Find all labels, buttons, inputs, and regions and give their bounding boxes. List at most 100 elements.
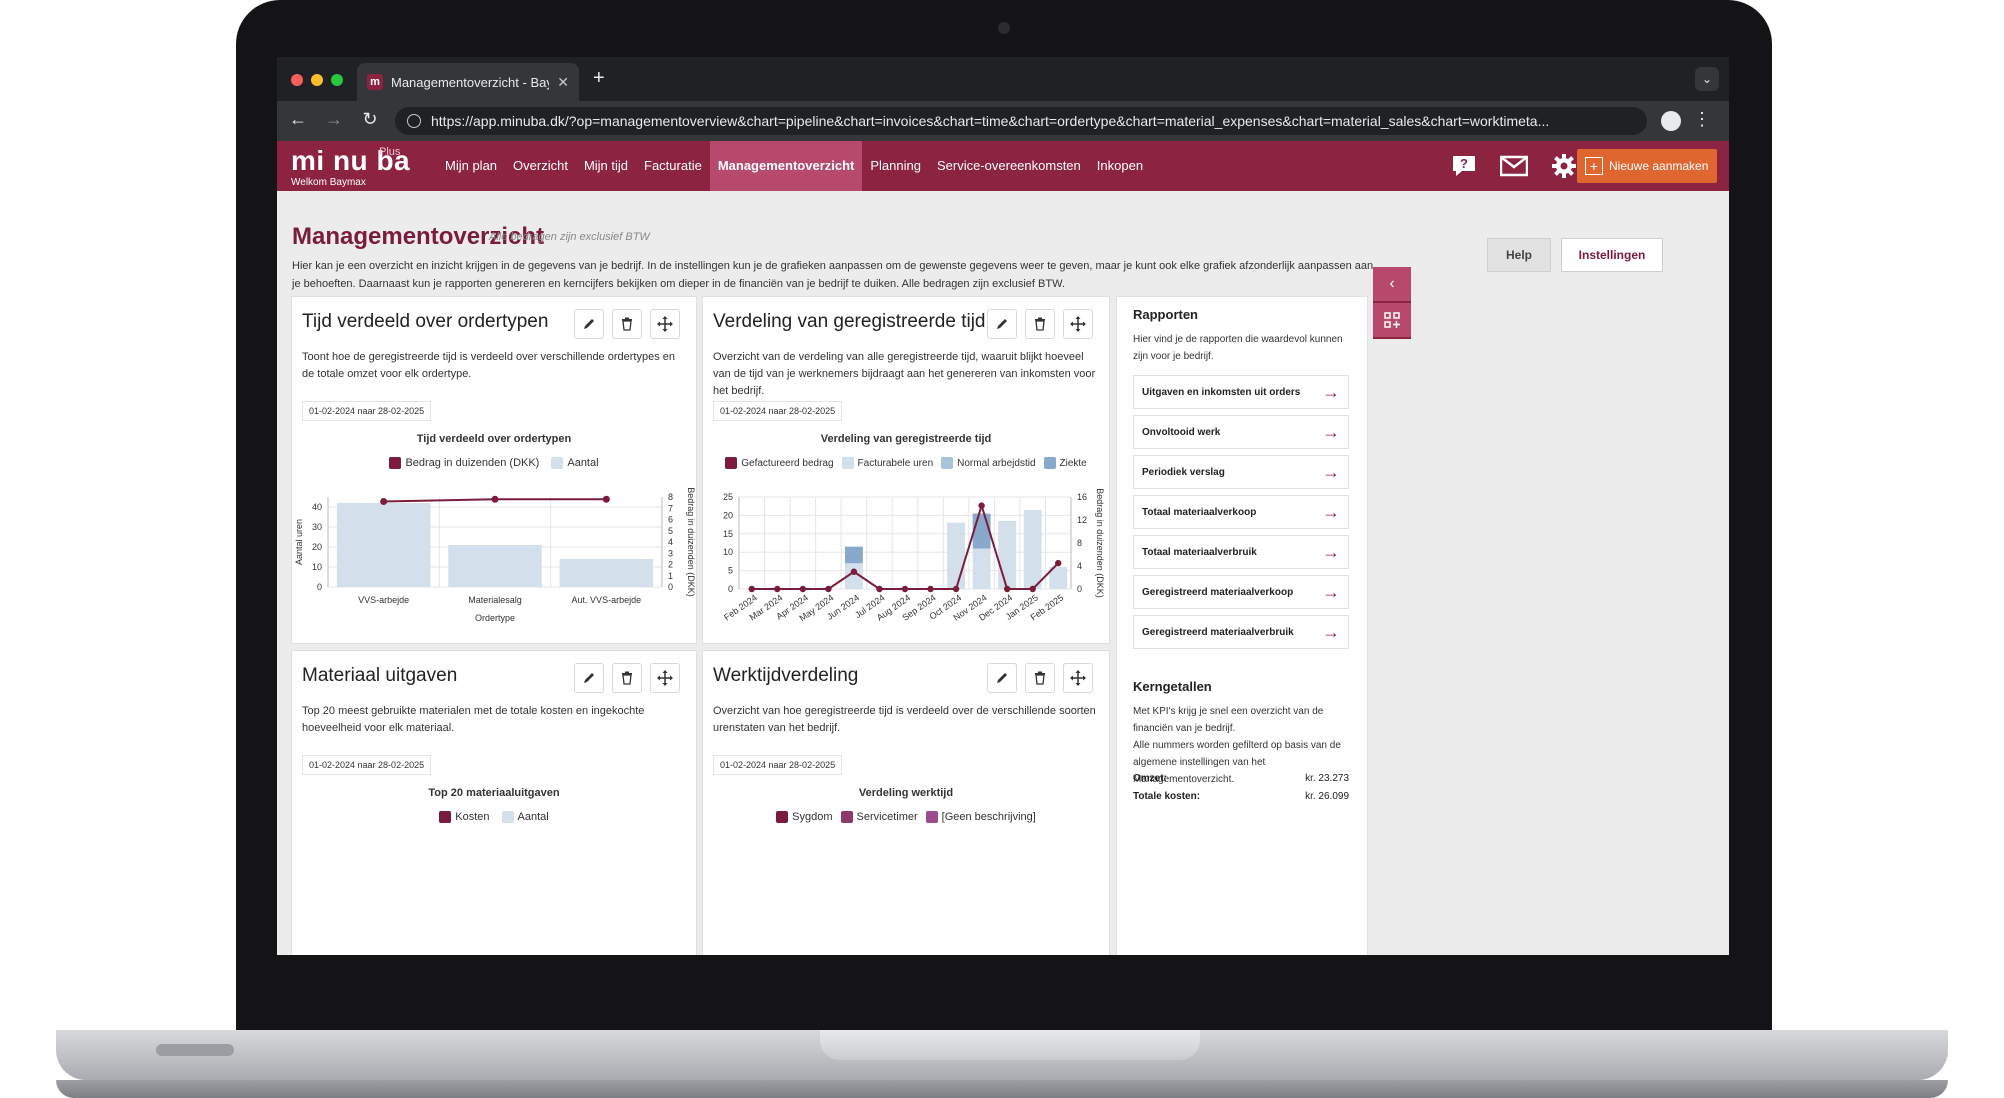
mail-icon[interactable] [1500, 153, 1528, 179]
chart-legend: Kosten Aantal [292, 811, 696, 823]
delete-button[interactable] [612, 309, 642, 339]
menu-item-facturatie[interactable]: Facturatie [644, 158, 702, 173]
date-range: 01-02-2024 naar 28-02-2025 [713, 755, 843, 775]
kpi-description: Met KPI's krijg je snel een overzicht va… [1133, 706, 1324, 734]
legend-label: Kosten [455, 811, 490, 823]
legend-item[interactable]: Aantal [501, 811, 549, 823]
add-widget-button[interactable] [1373, 303, 1411, 339]
series-point [1055, 559, 1062, 567]
series-point [825, 585, 832, 593]
menu-item-mijn-plan[interactable]: Mijn plan [445, 158, 498, 173]
maximize-window-button[interactable] [331, 74, 343, 86]
move-button[interactable] [1063, 663, 1093, 693]
browser-tab[interactable]: m Managementoverzicht - Baym ✕ [357, 63, 579, 101]
page-subtitle: Alle bedragen zijn exclusief BTW [489, 231, 650, 243]
edit-button[interactable] [987, 663, 1017, 693]
arrow-right-icon: → [1322, 501, 1340, 522]
report-item[interactable]: Uitgaven en inkomsten uit orders → [1133, 375, 1349, 409]
series-point [799, 585, 807, 593]
card-description: Top 20 meest gebruikte materialen met de… [302, 705, 645, 734]
address-bar[interactable]: https://app.minuba.dk/?op=managementover… [395, 107, 1647, 135]
move-button[interactable] [650, 663, 680, 693]
menu-item-mijn-tijd[interactable]: Mijn tijd [583, 158, 629, 173]
y-tick-label: 25 [723, 492, 733, 502]
help-icon[interactable]: ? [1450, 153, 1478, 179]
reload-icon[interactable]: ↻ [362, 109, 378, 129]
report-item[interactable]: Totaal materiaalverbruik → [1133, 535, 1349, 569]
report-item[interactable]: Totaal materiaalverkoop → [1133, 495, 1349, 529]
legend-label: Ziekte [1059, 457, 1087, 469]
card-tools [574, 309, 680, 339]
card-title: Tijd verdeeld over ordertypen [302, 311, 549, 332]
series-point [491, 495, 499, 503]
x-tick-label: VVS-arbejde [358, 595, 409, 605]
menu-item-planning[interactable]: Planning [870, 158, 921, 173]
menu-item-overzicht[interactable]: Overzicht [513, 158, 568, 173]
help-button[interactable]: Help [1487, 238, 1551, 272]
delete-button[interactable] [1025, 309, 1055, 339]
series-point [602, 495, 610, 503]
settings-button[interactable]: Instellingen [1561, 238, 1663, 272]
back-icon[interactable]: ← [289, 109, 307, 129]
legend-item[interactable]: Facturabele uren [841, 457, 933, 469]
move-button[interactable] [1063, 309, 1093, 339]
legend-item[interactable]: Gefactureerd bedrag [725, 457, 834, 469]
report-item[interactable]: Onvoltooid werk → [1133, 415, 1349, 449]
kpi-label: Totale kosten: [1133, 791, 1201, 802]
menu-item-managementoverzicht[interactable]: Managementoverzicht [709, 141, 863, 191]
legend-item[interactable]: [Geen beschrijving] [925, 811, 1036, 823]
chevron-left-icon: ‹ [1389, 275, 1395, 292]
trash-icon [1035, 671, 1045, 685]
gear-icon[interactable] [1550, 153, 1578, 179]
page-content: Managementoverzicht Alle bedragen zijn e… [277, 191, 1729, 955]
legend-item[interactable]: Servicetimer [840, 811, 918, 823]
delete-button[interactable] [612, 663, 642, 693]
y-tick-label: 5 [728, 566, 733, 576]
menu-item-inkopen[interactable]: Inkopen [1096, 158, 1144, 173]
close-window-button[interactable] [291, 74, 303, 86]
legend-item[interactable]: Aantal [551, 457, 599, 469]
legend-item[interactable]: Bedrag in duizenden (DKK) [389, 457, 539, 469]
arrow-right-icon: → [1322, 621, 1340, 642]
profile-icon[interactable] [1661, 111, 1681, 131]
legend-item[interactable]: Ziekte [1043, 457, 1087, 469]
report-item[interactable]: Geregistreerd materiaalverbruik → [1133, 615, 1349, 649]
collapse-panel-button[interactable]: ‹ [1373, 267, 1411, 303]
y2-tick-label: 3 [668, 548, 673, 558]
series-point [380, 498, 388, 505]
legend-item[interactable]: Sygdom [776, 811, 833, 823]
legend-label: Gefactureerd bedrag [741, 457, 834, 469]
bar [947, 522, 966, 589]
legend-label: Sygdom [792, 811, 833, 823]
card-description: Overzicht van de verdeling van alle gere… [713, 351, 1096, 397]
card-title: Verdeling van geregistreerde tijd [713, 311, 986, 332]
logo[interactable]: mi nu ba Plus Welkom Baymax [291, 146, 410, 188]
edit-button[interactable] [987, 309, 1017, 339]
y2-tick-label: 8 [1077, 538, 1082, 548]
menu-item-service-overeenkomsten[interactable]: Service-overeenkomsten [936, 158, 1081, 173]
browser-menu-icon[interactable]: ⋮ [1693, 109, 1711, 129]
chart-legend: Gefactureerd bedrag Facturabele uren Nor… [703, 457, 1109, 469]
tab-search-button[interactable]: ⌄ [1695, 67, 1719, 91]
report-item[interactable]: Geregistreerd materiaalverkoop → [1133, 575, 1349, 609]
new-tab-button[interactable]: + [593, 67, 605, 89]
legend-item[interactable]: Normal arbejdstid [941, 457, 1036, 469]
new-create-button[interactable]: + Nieuwe aanmaken [1577, 149, 1717, 183]
edit-button[interactable] [574, 309, 604, 339]
site-info-icon[interactable] [407, 114, 421, 128]
minimize-window-button[interactable] [311, 74, 323, 86]
report-item[interactable]: Periodiek verslag → [1133, 455, 1349, 489]
move-button[interactable] [650, 309, 680, 339]
series-point [927, 585, 934, 593]
page-title: Managementoverzicht [292, 223, 545, 250]
edit-button[interactable] [574, 663, 604, 693]
kpi-row: Omzet: kr. 23.273 [1133, 773, 1349, 784]
delete-button[interactable] [1025, 663, 1055, 693]
close-tab-icon[interactable]: ✕ [557, 73, 569, 90]
legend-item[interactable]: Kosten [439, 811, 490, 823]
forward-icon[interactable]: → [325, 109, 343, 129]
welcome-text: Welkom Baymax [291, 177, 366, 188]
card-title: Materiaal uitgaven [302, 665, 458, 686]
